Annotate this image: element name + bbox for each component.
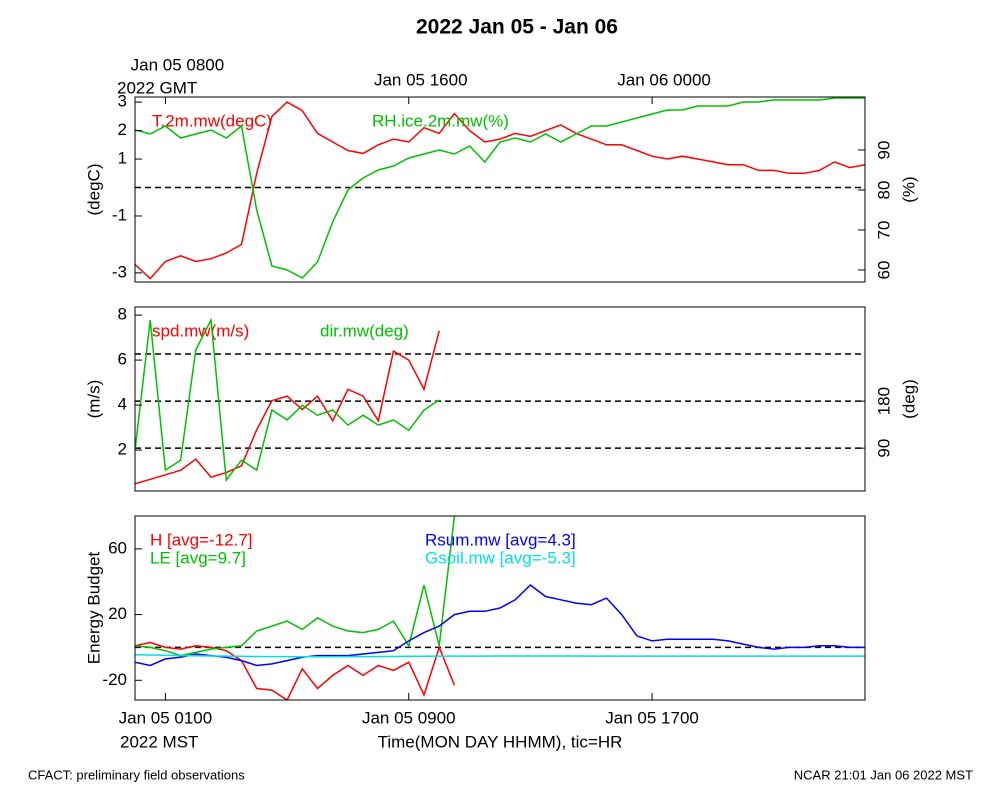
footer-right: NCAR 21:01 Jan 06 2022 MST — [794, 767, 973, 782]
y2-tick-label: 60 — [874, 261, 893, 280]
x2-tick-label: Jan 06 0000 — [617, 70, 711, 89]
y-tick-label: 2 — [118, 440, 127, 459]
series-label: LE [avg=9.7] — [150, 548, 246, 567]
y-tick-label: 3 — [118, 92, 127, 111]
y2-axis-title: (deg) — [899, 379, 918, 419]
y-axis-title: (m/s) — [84, 380, 103, 419]
x2-zone-label: 2022 GMT — [117, 78, 197, 97]
x2-tick-label: Jan 05 1600 — [374, 70, 468, 89]
x-tick-label: Jan 05 0900 — [362, 708, 456, 727]
series-line — [135, 101, 865, 280]
y-tick-label: 8 — [118, 305, 127, 324]
y-tick-label: 2 — [118, 120, 127, 139]
series-label: spd.mw(m/s) — [152, 321, 249, 340]
chart-title: 2022 Jan 05 - Jan 06 — [416, 16, 618, 39]
series-line — [135, 584, 865, 667]
x2-tick-label: Jan 05 0800 — [131, 55, 225, 74]
series-line — [135, 317, 440, 482]
y2-tick-label: 80 — [874, 181, 893, 200]
y-tick-label: -1 — [112, 205, 127, 224]
series-label: Rsum.mw [avg=4.3] — [425, 530, 576, 549]
y2-tick-label: 70 — [874, 221, 893, 240]
y-tick-label: 6 — [118, 350, 127, 369]
series-label: Gsoil.mw [avg=-5.3] — [425, 548, 576, 567]
x-tick-label: Jan 05 0100 — [119, 708, 213, 727]
y2-tick-label: 90 — [874, 439, 893, 458]
x-axis-title: Time(MON DAY HHMM), tic=HR — [378, 732, 623, 751]
y-axis-title: Energy Budget — [84, 551, 103, 664]
series-label: T.2m.mw(degC) — [152, 111, 272, 130]
series-line — [135, 641, 456, 700]
series-label: RH.ice.2m.mw(%) — [372, 111, 509, 130]
y-tick-label: 4 — [118, 395, 127, 414]
y2-axis-title: (%) — [899, 176, 918, 202]
y-tick-label: -20 — [102, 670, 127, 689]
x-zone-label: 2022 MST — [120, 732, 198, 751]
footer-left: CFACT: preliminary field observations — [28, 767, 245, 782]
series-label: dir.mw(deg) — [320, 321, 409, 340]
x-tick-label: Jan 05 1700 — [605, 708, 699, 727]
series-line — [135, 330, 440, 485]
y-tick-label: -3 — [112, 262, 127, 281]
series-line — [135, 516, 456, 657]
y-tick-label: 1 — [118, 149, 127, 168]
y-tick-label: 60 — [108, 538, 127, 557]
series-line — [135, 654, 865, 658]
y-axis-title: (degC) — [84, 164, 103, 216]
y2-tick-label: 90 — [874, 141, 893, 160]
y2-tick-label: 180 — [874, 387, 893, 415]
series-line — [135, 97, 865, 279]
plot-frame — [134, 515, 866, 701]
series-label: H [avg=-12.7] — [150, 530, 253, 549]
y-tick-label: 20 — [108, 604, 127, 623]
plot-frame — [134, 306, 866, 492]
